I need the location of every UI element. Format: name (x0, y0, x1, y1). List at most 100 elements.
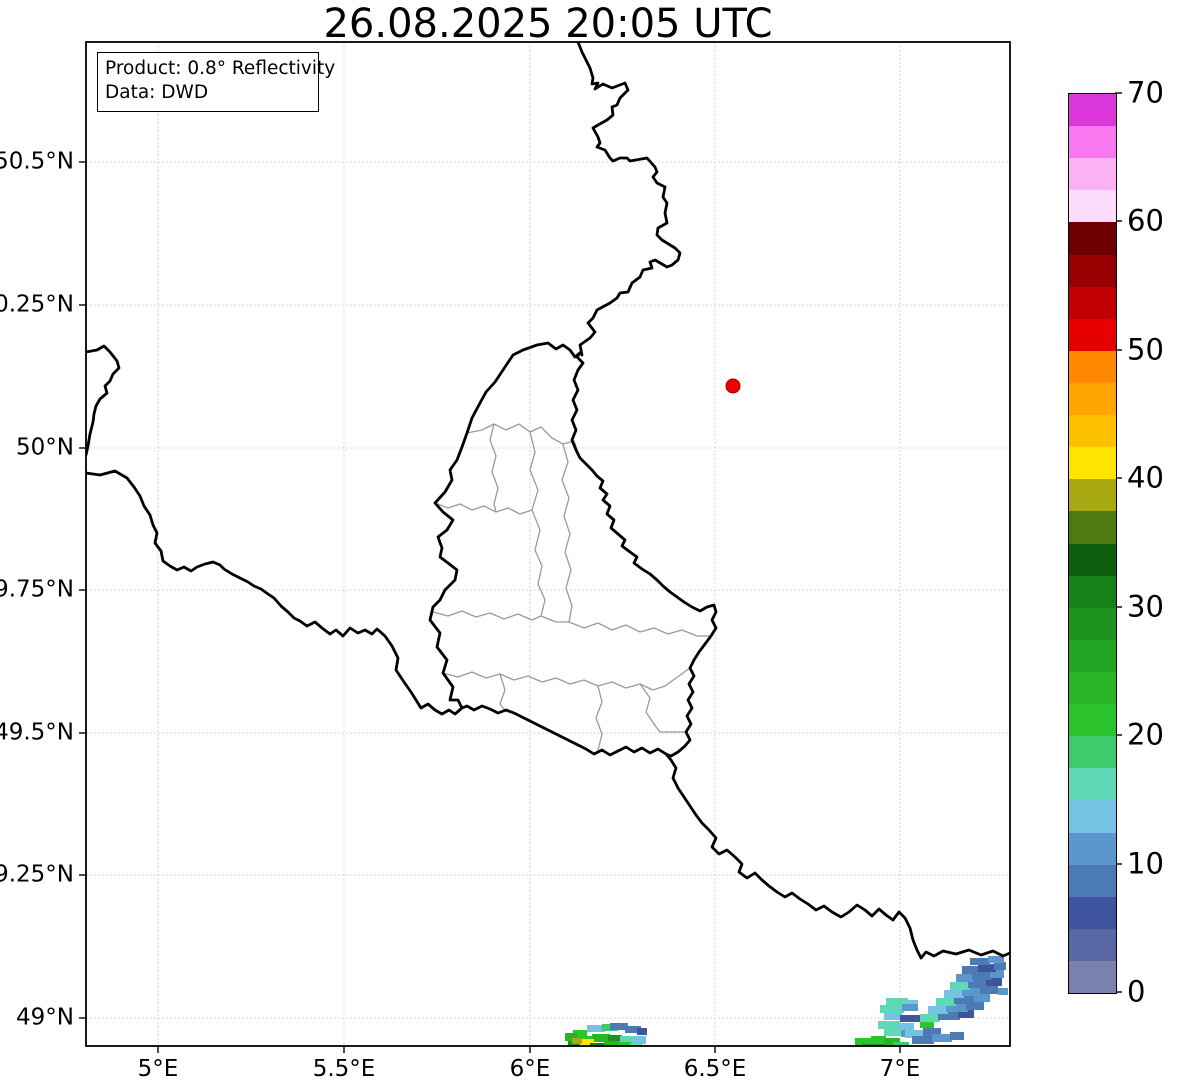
radar-echo-cell (974, 994, 990, 1002)
radar-echo-cell (986, 978, 1002, 986)
district-border (442, 667, 691, 691)
radar-echo-cell (958, 1010, 974, 1018)
x-axis-tick-label: 6.5°E (683, 1056, 747, 1082)
radar-echo-cell (630, 1043, 642, 1046)
radar-echo-cell (990, 970, 1004, 978)
y-axis-tick-label: 49.5°N (0, 719, 74, 746)
colorbar-band (1069, 382, 1116, 416)
x-axis-tick-label: 5°E (137, 1056, 179, 1082)
district-border (499, 673, 507, 713)
radar-echo-cell (565, 1033, 577, 1041)
radar-echo-cell (900, 1015, 920, 1022)
district-border (489, 423, 499, 513)
district-border (595, 685, 603, 751)
colorbar-band (1069, 864, 1116, 897)
colorbar-band (1069, 286, 1116, 319)
radar-echo-cell (938, 1012, 960, 1020)
colorbar-tick-label: 0 (1127, 974, 1146, 1009)
district-border (466, 423, 581, 459)
radar-echo-cell (988, 956, 1004, 963)
y-axis-tick-label: 49°N (16, 1004, 74, 1031)
radar-echo-cell (604, 1041, 620, 1046)
radar-echo-cell (906, 1000, 918, 1006)
colorbar-band (1069, 254, 1116, 287)
district-border (434, 502, 533, 515)
colorbar-band (1069, 543, 1116, 576)
radar-echo-cell (968, 980, 988, 988)
y-axis-tick-label: 50.25°N (0, 291, 74, 318)
radar-echo-cell (962, 988, 982, 996)
radar-echo-cell (898, 1023, 914, 1030)
radar-echo-cell (972, 972, 992, 980)
radar-echo-cell (862, 1044, 884, 1046)
y-axis-tick-label: 49.75°N (0, 576, 74, 603)
radar-echo-cell (592, 1034, 610, 1042)
colorbar-band (1069, 447, 1116, 480)
radar-echo-cell (886, 998, 908, 1005)
colorbar-band (1069, 607, 1116, 640)
radar-echo-cell (932, 1034, 952, 1042)
colorbar-tick-label: 20 (1127, 717, 1164, 752)
radar-echo-cell (966, 1002, 984, 1010)
radar-echo-cell (618, 1042, 632, 1046)
colorbar-band (1069, 960, 1116, 994)
colorbar-tick-label: 50 (1127, 332, 1164, 367)
colorbar-band (1069, 350, 1116, 383)
colorbar-tick-label: 70 (1127, 75, 1164, 110)
colorbar-band (1069, 126, 1116, 159)
colorbar-band (1069, 639, 1116, 672)
radar-echo-cell (920, 1014, 940, 1022)
colorbar-band (1069, 800, 1116, 833)
radar-echo-cell (956, 974, 974, 982)
map-layers (86, 42, 1010, 1046)
radar-echo-cell (620, 1036, 636, 1044)
district-border (639, 683, 687, 733)
colorbar-band (1069, 318, 1116, 351)
product-info-box: Product: 0.8° Reflectivity Data: DWD (97, 52, 335, 112)
colorbar-band (1069, 222, 1116, 255)
radar-echo-cell (608, 1035, 622, 1043)
radar-echo-cell (946, 1004, 968, 1012)
colorbar-band (1069, 768, 1116, 801)
district-border (529, 431, 546, 617)
country-border-belgium-germany (576, 42, 682, 357)
colorbar-tick-label: 40 (1127, 460, 1164, 495)
radar-echo-cell (980, 986, 998, 994)
district-border (432, 610, 712, 637)
radar-echo-cell (950, 1032, 964, 1040)
radar-echo-cell (634, 1036, 646, 1044)
radar-echo-cell (884, 1013, 902, 1020)
colorbar-band (1069, 190, 1116, 223)
radar-echo-cell (582, 1039, 594, 1045)
colorbar-tick-label: 60 (1127, 203, 1164, 238)
radar-echo-cell (954, 996, 976, 1004)
colorbar-tick-label: 30 (1127, 589, 1164, 624)
country-border-france-belgium (86, 469, 464, 716)
colorbar-band (1069, 671, 1116, 705)
district-border (561, 443, 573, 623)
radar-echo-cell (880, 1005, 904, 1013)
radar-echo-cell (936, 998, 956, 1006)
radar-echo-cell (928, 1006, 948, 1014)
colorbar-band (1069, 704, 1116, 737)
radar-echo-cell (920, 1021, 934, 1028)
radar-echo-cell (994, 962, 1006, 970)
plot-title: 26.08.2025 20:05 UTC (323, 1, 773, 47)
radar-echo-cell (944, 990, 964, 998)
radar-echo-cell (912, 1036, 934, 1044)
colorbar (1068, 93, 1117, 994)
radar-echo-cell (970, 958, 990, 965)
radar-echo-cell (905, 1030, 925, 1038)
radar-echo-cell (884, 1038, 900, 1046)
x-axis-tick-label: 6°E (509, 1056, 551, 1082)
radar-echo-cell (572, 1038, 582, 1044)
radar-echo-cell (590, 1043, 606, 1046)
radar-echo-cell (637, 1028, 647, 1035)
country-border-luxembourg (428, 341, 718, 758)
colorbar-band (1069, 415, 1116, 448)
radar-echo-cell (902, 1004, 918, 1011)
radar-echo-cell (878, 1021, 900, 1029)
data-source-line: Data: DWD (105, 82, 209, 103)
